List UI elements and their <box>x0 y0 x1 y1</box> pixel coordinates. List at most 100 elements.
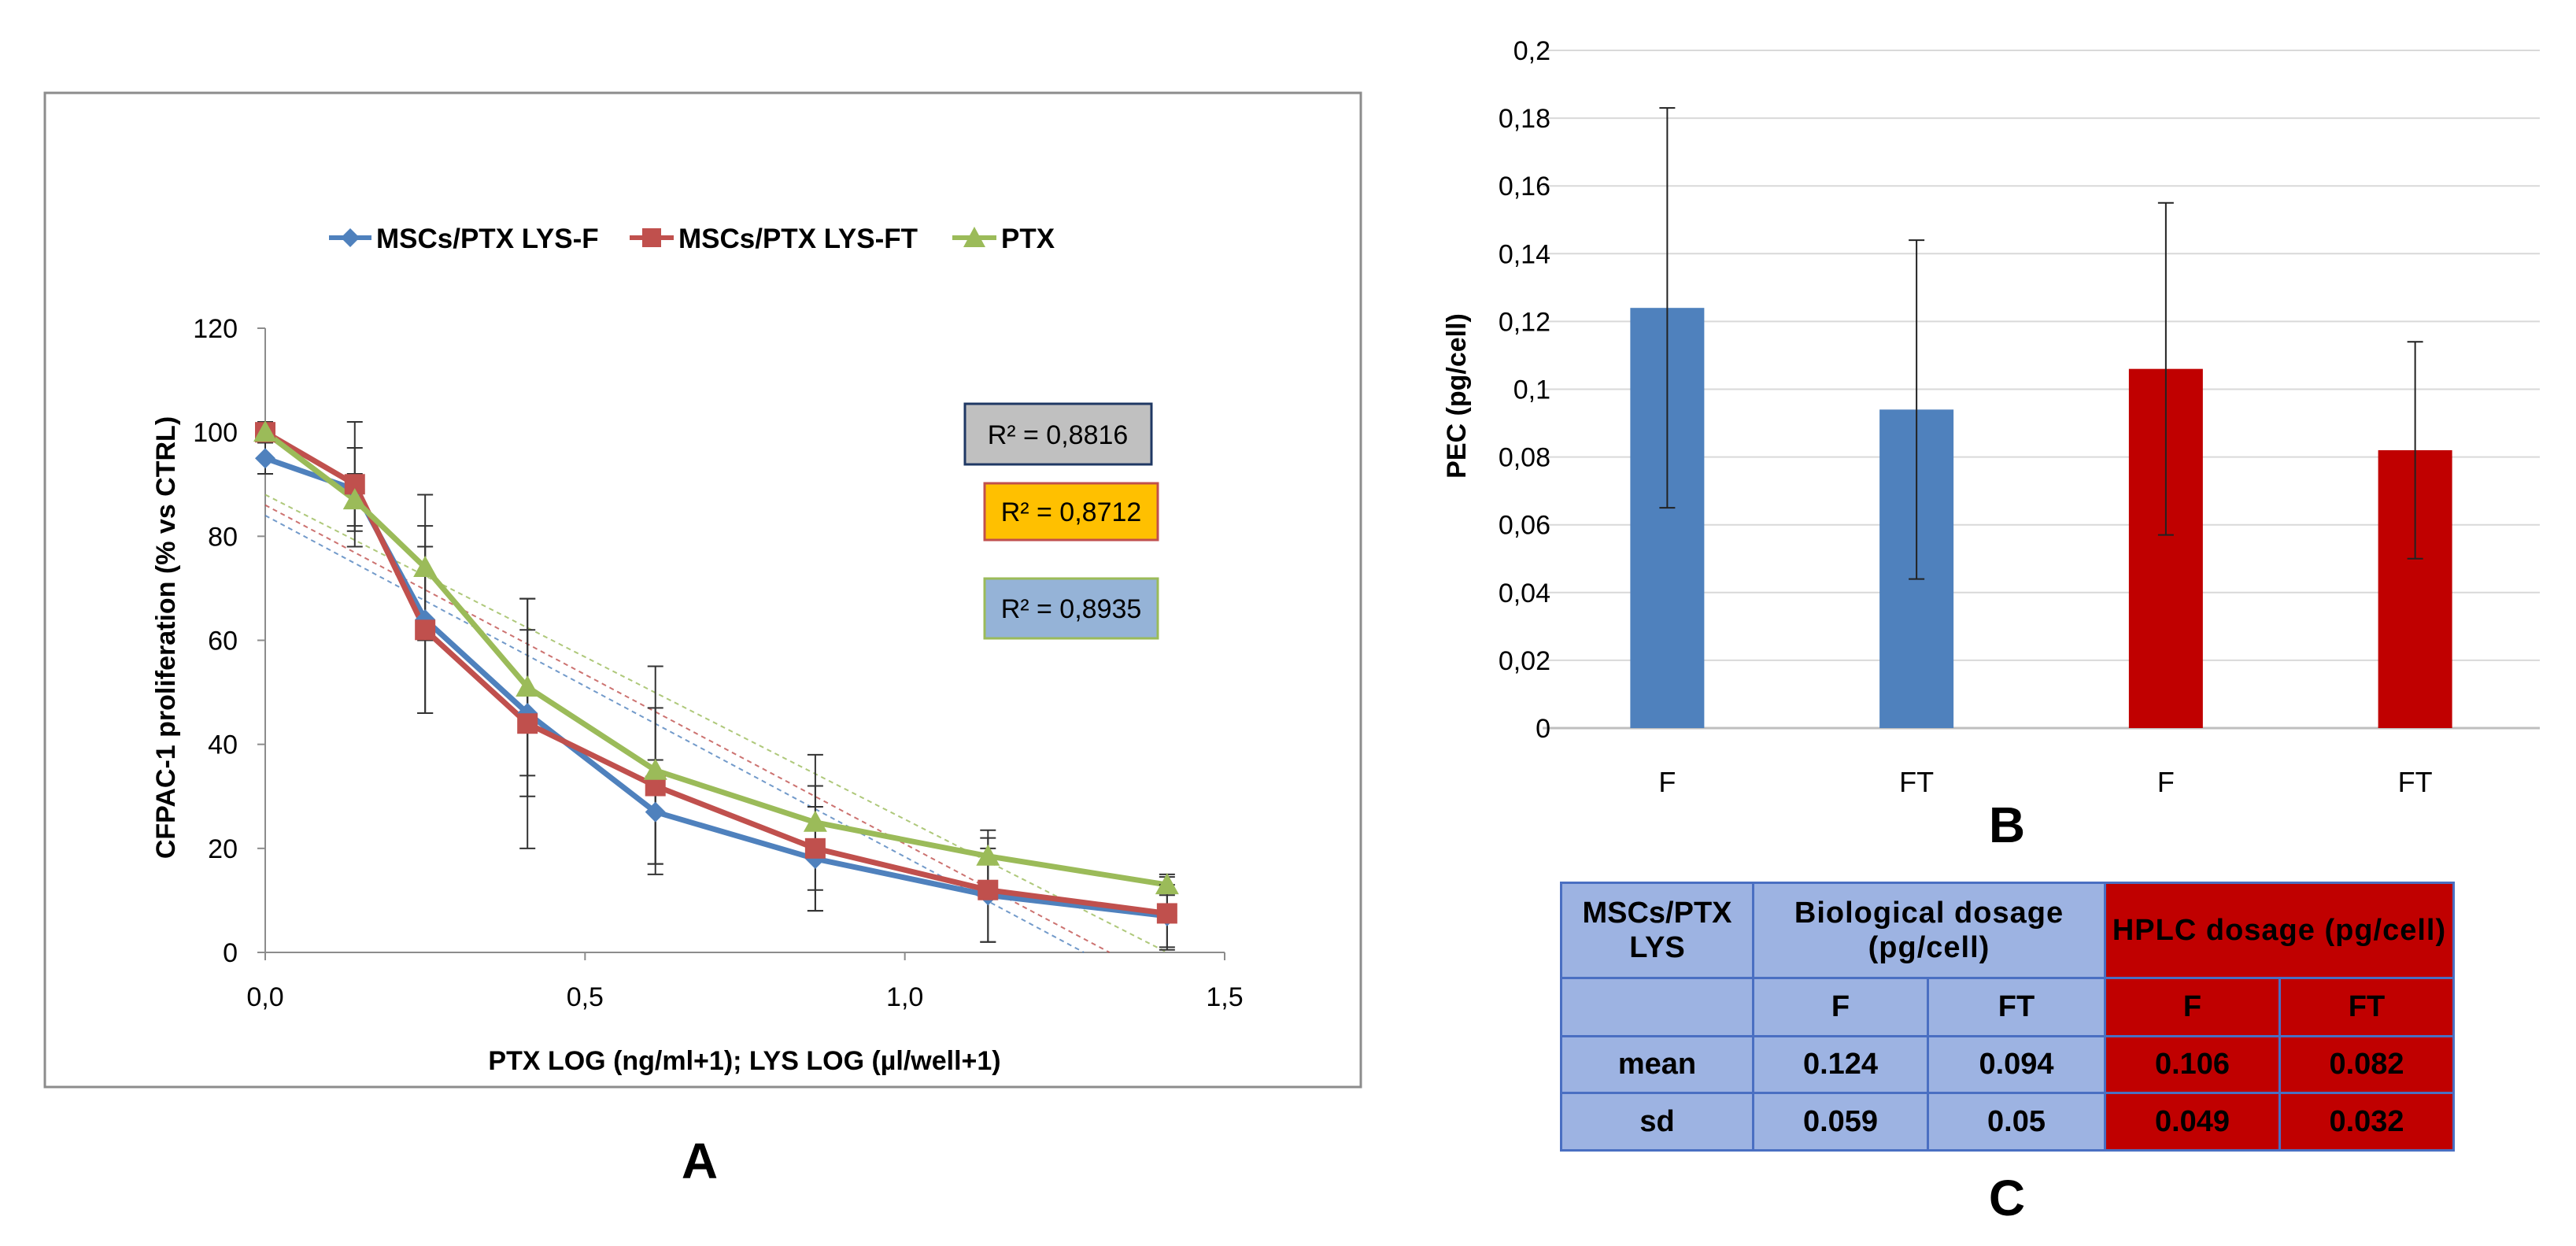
data-point <box>1156 903 1177 924</box>
data-point <box>413 555 438 577</box>
table-corner-header: MSCs/PTX LYS <box>1560 882 1754 979</box>
x-tick-label: F <box>2157 766 2175 798</box>
table-header-row: MSCs/PTX LYS Biological dosage (pg/cell)… <box>1560 882 2455 979</box>
table-subheader: FT <box>2278 977 2455 1037</box>
y-tick-label: 0,12 <box>1499 307 1550 337</box>
legend-label-f: MSCs/PTX LYS-F <box>376 224 599 254</box>
legend-label-ptx: PTX <box>1001 224 1055 254</box>
y-tick-label: 60 <box>208 627 238 656</box>
table-group-header-hplc: HPLC dosage (pg/cell) <box>2104 882 2455 979</box>
table-row-label: mean <box>1560 1035 1754 1094</box>
table-group-header-biological: Biological dosage (pg/cell) <box>1752 882 2106 979</box>
chart-a-legend: MSCs/PTX LYS-F MSCs/PTX LYS-FT PTX <box>329 224 1055 254</box>
chart-a-x-ticks: 0,0 0,5 1,0 1,5 <box>246 952 1244 1012</box>
r2-box-ft: R² = 0,8712 <box>983 482 1159 542</box>
legend-item-ft: MSCs/PTX LYS-FT <box>630 224 918 254</box>
y-tick-label: 0,04 <box>1499 579 1550 608</box>
y-tick-label: 40 <box>208 730 238 760</box>
data-point <box>978 879 999 900</box>
y-tick-label: 0,2 <box>1513 36 1550 66</box>
r2-box-f: R² = 0,8816 <box>963 402 1153 466</box>
panel-label-b: B <box>1989 797 2025 853</box>
y-tick-label: 0,1 <box>1513 375 1550 405</box>
data-point <box>1155 873 1179 895</box>
x-tick-label: FT <box>1899 766 1934 798</box>
r2-label-f: R² = 0,8816 <box>988 420 1129 450</box>
y-tick-label: 120 <box>193 314 238 344</box>
table-cell: 0.082 <box>2278 1035 2455 1094</box>
table-subheader: F <box>1752 977 1929 1037</box>
y-tick-label: 0,14 <box>1499 239 1550 269</box>
chart-b-y-ticks: 0 0,02 0,04 0,06 0,08 0,1 0,12 0,14 0,16 0,18 0,2 <box>1499 36 1550 744</box>
dosage-table: MSCs/PTX LYS Biological dosage (pg/cell)… <box>1560 882 2455 1152</box>
trendline <box>264 494 1168 953</box>
legend-triangle-marker <box>963 227 985 247</box>
panel-b-chart: 00,020,040,060,080,10,120,140,160,180,2 … <box>1442 36 2540 798</box>
chart-b-gridlines <box>1543 50 2540 730</box>
data-point <box>643 758 667 780</box>
chart-b-x-ticks: F FT F FT <box>1658 766 2432 798</box>
table-cell: 0.049 <box>2104 1092 2281 1152</box>
panel-a-chart: MSCs/PTX LYS-F MSCs/PTX LYS-FT PTX 0 20 40… <box>43 91 1362 1089</box>
data-point <box>804 837 826 859</box>
chart-a-x-title: PTX LOG (ng/ml+1); LYS LOG (µl/well+1) <box>488 1046 1000 1076</box>
table-cell: 0.124 <box>1752 1035 1929 1094</box>
table-subheader: FT <box>1927 977 2106 1037</box>
legend-label-ft: MSCs/PTX LYS-FT <box>678 224 918 254</box>
y-tick-label: 0,08 <box>1499 443 1550 473</box>
x-tick-label: FT <box>2398 766 2433 798</box>
legend-diamond-marker <box>341 228 360 247</box>
data-point <box>517 713 538 734</box>
data-point <box>645 801 666 823</box>
y-tick-label: 0,16 <box>1499 172 1550 202</box>
data-point <box>976 844 1000 866</box>
data-point <box>516 675 540 697</box>
panel-label-c: C <box>1989 1170 2025 1226</box>
r2-label-ptx: R² = 0,8935 <box>1001 594 1142 624</box>
data-point <box>803 810 827 832</box>
y-tick-label: 0,18 <box>1499 104 1550 134</box>
x-tick-label: F <box>1658 766 1676 798</box>
chart-b-y-title: PEC (pg/cell) <box>1442 313 1472 479</box>
chart-a-series-lines <box>263 430 1168 919</box>
table-row-label: sd <box>1560 1092 1754 1152</box>
legend-square-marker <box>642 228 661 247</box>
y-tick-label: 0 <box>1536 714 1550 744</box>
y-tick-label: 0 <box>223 938 238 968</box>
table-cell: 0.032 <box>2278 1092 2455 1152</box>
y-tick-label: 80 <box>208 522 238 552</box>
data-point <box>342 488 367 510</box>
y-tick-label: 0,06 <box>1499 511 1550 541</box>
legend-item-f: MSCs/PTX LYS-F <box>329 224 599 254</box>
chart-a-y-title: CFPAC-1 proliferation (% vs CTRL) <box>151 416 181 859</box>
table-cell <box>1560 977 1754 1037</box>
chart-a-y-ticks: 0 20 40 60 80 100 120 <box>193 314 265 968</box>
panel-label-a: A <box>682 1133 718 1189</box>
data-point <box>253 420 277 442</box>
r2-box-ptx: R² = 0,8935 <box>983 577 1159 640</box>
table-cell: 0.059 <box>1752 1092 1929 1152</box>
y-tick-label: 0,02 <box>1499 646 1550 676</box>
x-tick-label: 1,0 <box>886 982 923 1012</box>
chart-b-bars <box>1630 308 2452 728</box>
table-row: mean 0.124 0.094 0.106 0.082 <box>1560 1035 2455 1094</box>
table-row: sd 0.059 0.05 0.049 0.032 <box>1560 1092 2455 1152</box>
y-tick-label: 20 <box>208 834 238 864</box>
table-subheader: F <box>2104 977 2281 1037</box>
r2-label-ft: R² = 0,8712 <box>1001 497 1142 527</box>
x-tick-label: 1,5 <box>1206 982 1243 1012</box>
table-cell: 0.106 <box>2104 1035 2281 1094</box>
x-tick-label: 0,5 <box>567 982 604 1012</box>
table-cell: 0.05 <box>1927 1092 2106 1152</box>
chart-a-markers <box>253 420 1179 926</box>
series-line <box>263 430 1168 888</box>
table-subheader-row: F FT F FT <box>1560 977 2455 1037</box>
data-point <box>415 619 436 641</box>
chart-b-error-bars <box>1659 107 2423 580</box>
y-tick-label: 100 <box>193 418 238 448</box>
table-cell: 0.094 <box>1927 1035 2106 1094</box>
x-tick-label: 0,0 <box>246 982 283 1012</box>
data-point <box>255 448 275 469</box>
legend-item-ptx: PTX <box>952 224 1055 254</box>
